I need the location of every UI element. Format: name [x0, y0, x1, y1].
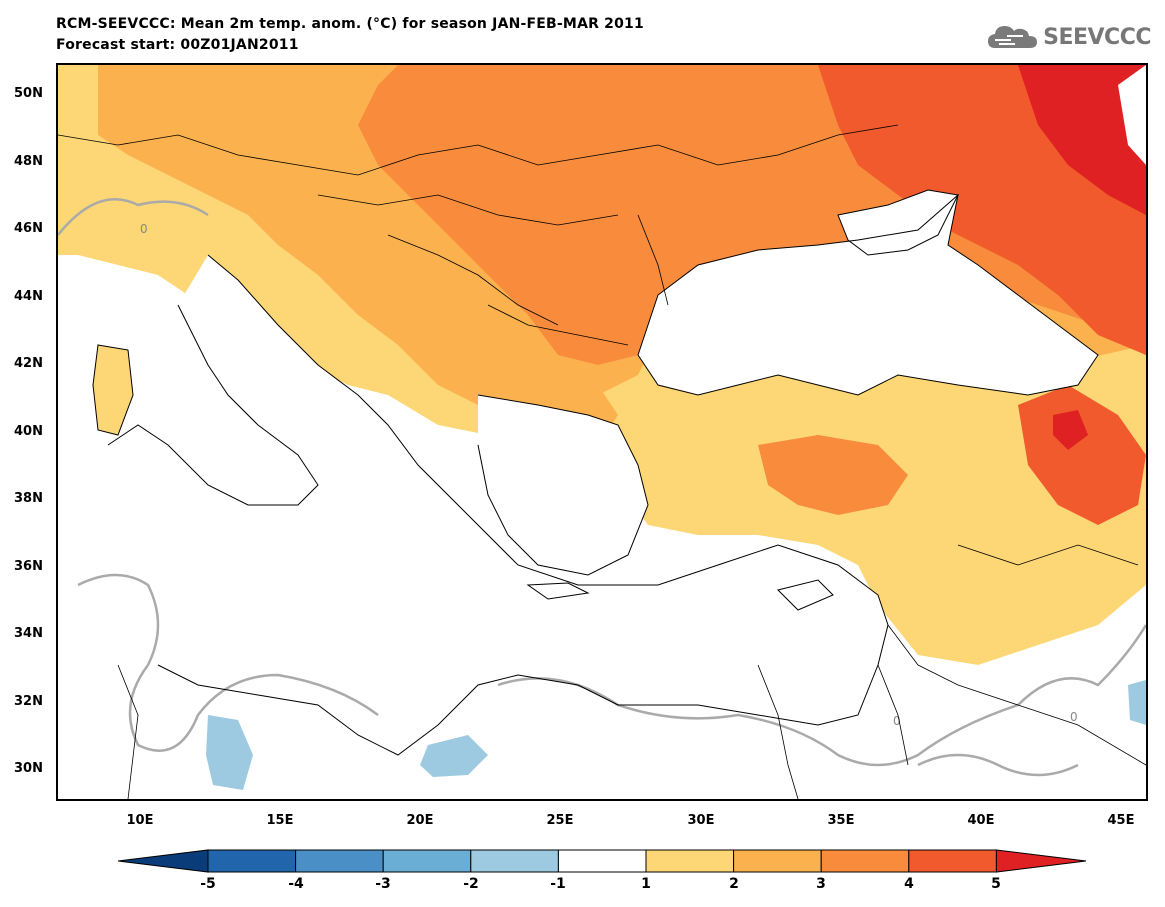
anomaly-map: 0 0 0: [58, 65, 1146, 799]
colorbar-label: 4: [904, 876, 914, 892]
anomaly-band-1-2-anatolia: [618, 365, 1146, 665]
zero-contour: [77, 573, 379, 752]
country-borders: [58, 124, 1146, 799]
map-panel: 0 0 0: [56, 63, 1148, 801]
lat-label: 36N: [14, 559, 43, 574]
colorbar-label: -4: [288, 876, 304, 892]
black-sea: [638, 195, 1098, 395]
anomaly-negative-patch-1: [206, 715, 253, 790]
anomaly-band-gt5-caucasus: [1053, 410, 1088, 450]
lat-label: 32N: [14, 694, 43, 709]
lat-label: 38N: [14, 491, 43, 506]
lat-label: 50N: [14, 86, 43, 101]
lon-label: 25E: [546, 813, 574, 828]
forecast-start-label: Forecast start: 00Z01JAN2011: [56, 37, 299, 53]
seevccc-logo: SEEVCCC: [987, 22, 1151, 52]
lon-label: 40E: [967, 813, 995, 828]
zero-contour: [917, 753, 1079, 777]
colorbar-segment: [733, 849, 822, 873]
contour-label: 0: [893, 714, 901, 728]
colorbar-label: -5: [200, 876, 216, 892]
lon-label: 45E: [1107, 813, 1135, 828]
anomaly-band-2-3-balkans: [288, 215, 618, 445]
colorbar-segment: [908, 849, 997, 873]
lon-label: 10E: [126, 813, 154, 828]
lon-label: 20E: [406, 813, 434, 828]
map-title: RCM-SEEVCCC: Mean 2m temp. anom. (°C) fo…: [56, 16, 644, 32]
colorbar-arrow-low: [118, 849, 209, 873]
anomaly-band-3-4-anatolia: [758, 435, 908, 515]
lon-label: 15E: [266, 813, 294, 828]
lat-label: 40N: [14, 424, 43, 439]
anomaly-band-1-2-sardinia: [93, 345, 133, 435]
colorbar-segment: [645, 849, 735, 873]
caspian-sea: [1118, 65, 1146, 165]
anomaly-band-4-5-caucasus: [1018, 385, 1146, 525]
lon-label: 30E: [687, 813, 715, 828]
colorbar-segment: [382, 849, 472, 873]
lat-label: 44N: [14, 289, 43, 304]
anomaly-negative-patch-2: [420, 735, 488, 777]
colorbar-segment: [295, 849, 384, 873]
lat-label: 30N: [14, 761, 43, 776]
mediterranean-sea: [88, 255, 888, 755]
colorbar-arrow-high: [995, 849, 1087, 873]
lat-label: 34N: [14, 626, 43, 641]
colorbar-label: 5: [991, 876, 1001, 892]
contour-label: 0: [140, 222, 148, 236]
lat-label: 48N: [14, 154, 43, 169]
anomaly-band-gt5: [1018, 65, 1146, 215]
colorbar-label: -1: [550, 876, 566, 892]
colorbar: [118, 849, 1087, 873]
lat-label: 46N: [14, 221, 43, 236]
contour-label: 0: [1070, 710, 1078, 724]
colorbar-segment: [820, 849, 910, 873]
zero-contour: [58, 198, 209, 236]
colorbar-label: 1: [641, 876, 651, 892]
logo-text: SEEVCCC: [1043, 24, 1151, 50]
lat-label: 42N: [14, 356, 43, 371]
colorbar-label: 3: [816, 876, 826, 892]
lon-label: 35E: [827, 813, 855, 828]
colorbar-label: 2: [729, 876, 739, 892]
colorbar-segment: [557, 849, 647, 873]
colorbar-segment: [207, 849, 297, 873]
colorbar-label: -3: [375, 876, 391, 892]
colorbar-segment: [470, 849, 559, 873]
colorbar-label: -2: [463, 876, 479, 892]
aegean-sea: [478, 395, 648, 575]
cloud-icon: [988, 26, 1038, 48]
anomaly-negative-patch-3: [1128, 680, 1146, 725]
